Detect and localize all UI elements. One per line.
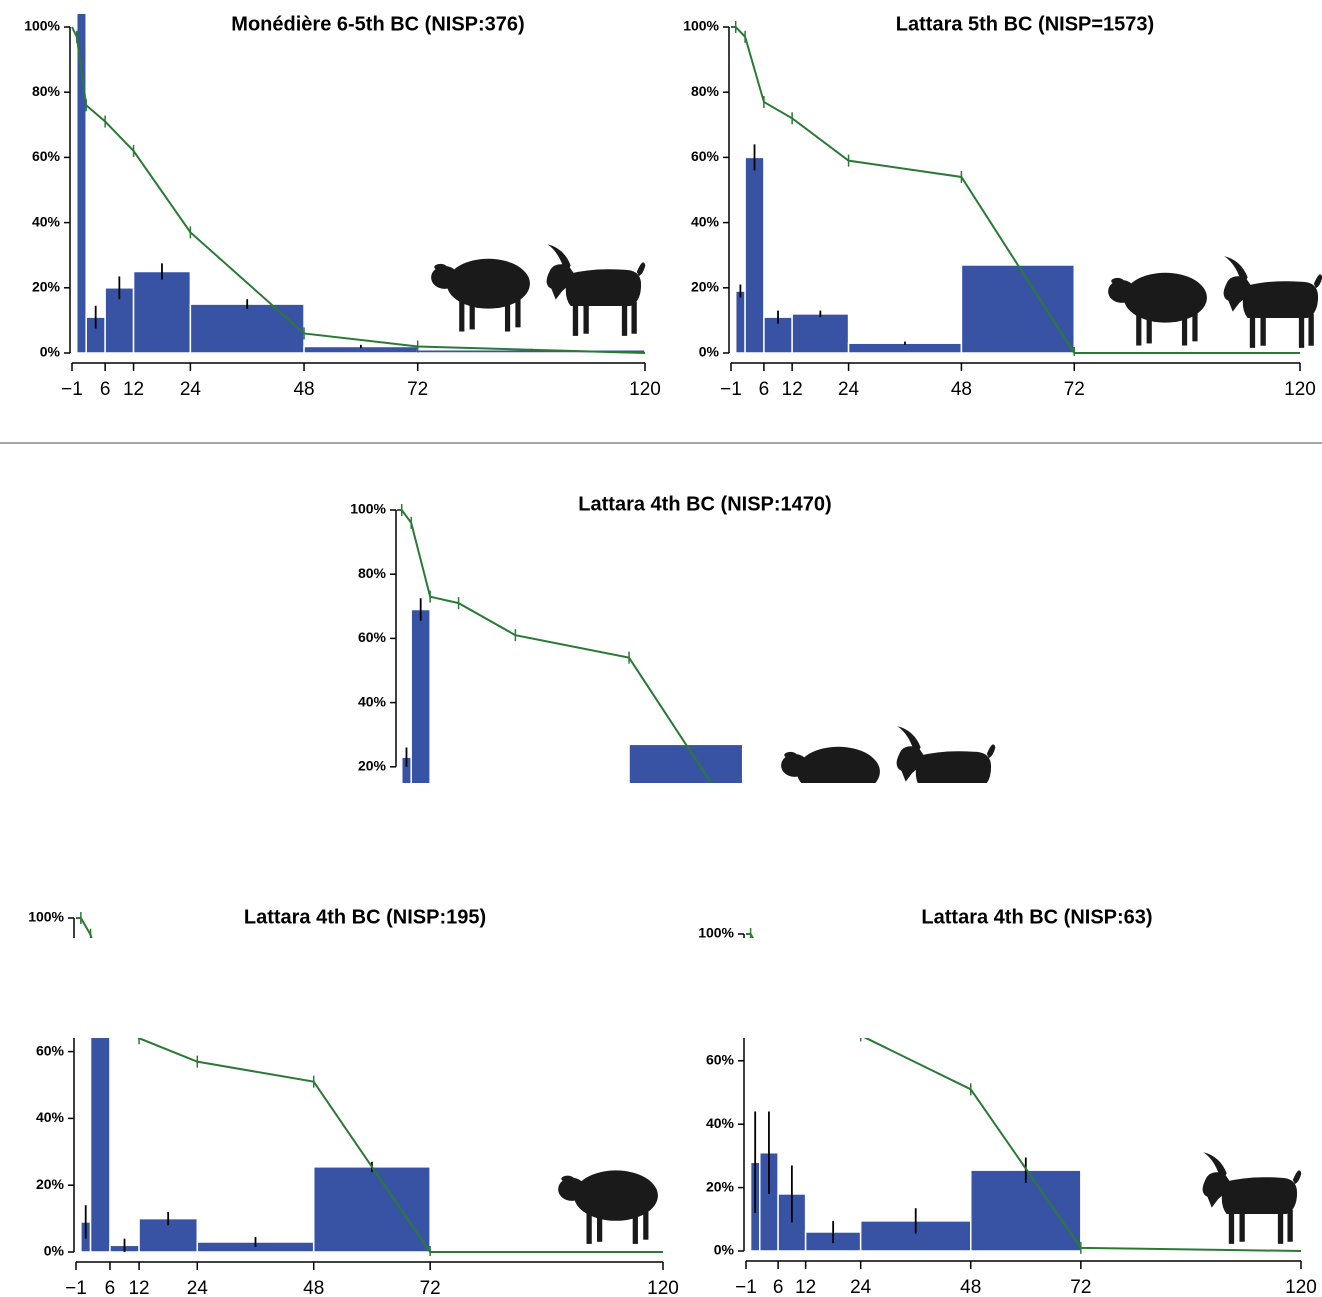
bar <box>791 313 850 354</box>
crop-mask <box>680 938 1322 1038</box>
x-tick-label: 72 <box>1064 379 1085 400</box>
y-tick-label: 60% <box>358 629 387 645</box>
x-tick-label: 24 <box>850 1277 872 1297</box>
goat-icon <box>1202 1152 1302 1244</box>
x-tick-label: 120 <box>1284 379 1316 400</box>
x-tick-label: 6 <box>105 1278 116 1297</box>
bar <box>744 156 765 354</box>
bar <box>628 743 744 783</box>
y-tick-label: 80% <box>32 83 61 99</box>
bar <box>410 608 431 783</box>
plots: Monédière 6-5th BC (NISP:376)0%20%40%60%… <box>24 13 1317 1297</box>
x-tick-label: 6 <box>100 379 111 400</box>
x-tick-label: 48 <box>951 379 972 400</box>
y-tick-label: 20% <box>706 1178 735 1194</box>
y-tick-label: 100% <box>698 925 734 941</box>
y-tick-label: 20% <box>358 758 387 774</box>
x-tick-label: 120 <box>1285 1277 1317 1297</box>
y-tick-label: 60% <box>691 148 720 164</box>
chart: Lattara 4th BC (NISP:195) 0% 20% 40% 60% 100%… <box>28 906 679 1297</box>
x-tick-label: 72 <box>1070 1277 1091 1297</box>
y-tick-label: 60% <box>32 148 61 164</box>
goat-icon <box>896 726 996 783</box>
bar <box>515 821 629 831</box>
bar <box>89 1017 111 1253</box>
x-tick-label: 24 <box>838 379 860 400</box>
y-tick-label: 40% <box>706 1115 735 1131</box>
bar <box>734 290 746 354</box>
x-tick-label: 48 <box>960 1277 981 1297</box>
bar <box>430 815 458 831</box>
x-tick-label: 48 <box>293 379 314 400</box>
y-tick-label: 80% <box>358 565 387 581</box>
crop-mask <box>30 938 680 1038</box>
x-tick-label: 48 <box>303 1278 324 1297</box>
x-tick-label: 6 <box>773 1277 784 1297</box>
y-tick-label: 100% <box>683 18 719 34</box>
x-tick-label: 12 <box>128 1278 149 1297</box>
x-tick-label: 12 <box>123 379 144 400</box>
chart: Monédière 6-5th BC (NISP:376) 0% 20% 40% 60%… <box>24 13 661 400</box>
chart-title: Monédière 6-5th BC (NISP:376) <box>231 13 524 35</box>
x-tick-label: 24 <box>180 379 202 400</box>
y-tick-label: 40% <box>691 213 720 229</box>
chart-title: Lattara 5th BC (NISP=1573) <box>896 13 1154 35</box>
plot-area <box>397 504 744 831</box>
y-tick-label: 40% <box>36 1109 65 1125</box>
bar <box>400 756 412 783</box>
x-tick-label: 72 <box>420 1278 441 1297</box>
y-tick-label: 60% <box>706 1052 735 1068</box>
y-tick-label: 0% <box>44 1243 65 1259</box>
plot-area <box>71 14 646 354</box>
x-tick-label: 72 <box>407 379 428 400</box>
bar <box>970 1169 1082 1252</box>
sheep-icon <box>558 1170 658 1244</box>
x-tick-label: −1 <box>735 1277 757 1297</box>
chart-title: Lattara 4th BC (NISP:63) <box>921 906 1152 928</box>
y-tick-label: 0% <box>699 344 720 360</box>
x-tick-label: 24 <box>187 1278 209 1297</box>
y-tick-label: 40% <box>32 213 61 229</box>
y-tick-label: 20% <box>36 1176 65 1192</box>
x-tick-label: 6 <box>759 379 770 400</box>
sheep-icon <box>781 746 880 783</box>
bar <box>312 1166 431 1253</box>
sheep-icon <box>1108 272 1207 346</box>
y-tick-label: 60% <box>36 1042 65 1058</box>
bar <box>75 14 87 354</box>
x-tick-label: −1 <box>720 379 742 400</box>
y-tick-label: 0% <box>714 1242 735 1258</box>
bar <box>189 303 305 354</box>
x-tick-label: −1 <box>65 1278 87 1297</box>
x-tick-label: 12 <box>782 379 803 400</box>
goat-icon <box>1223 256 1322 348</box>
chart: Lattara 5th BC (NISP=1573) 0% 20% 40% 60% 80%… <box>683 13 1316 400</box>
icons-cropped <box>781 726 996 783</box>
bar <box>960 264 1076 354</box>
y-tick-label: 80% <box>691 83 720 99</box>
plot-area <box>731 21 1300 356</box>
x-tick-label: −1 <box>61 379 83 400</box>
y-tick-label: 0% <box>40 344 61 360</box>
bar <box>459 799 516 831</box>
y-tick-label: 20% <box>32 279 61 295</box>
y-tick-label: 100% <box>24 18 60 34</box>
x-tick-label: 12 <box>795 1277 816 1297</box>
bar <box>132 270 192 354</box>
chart: Lattara 4th BC (NISP:1470) 20% 40% 60% 80% 10… <box>350 493 832 831</box>
chart-title: Lattara 4th BC (NISP:1470) <box>578 493 831 515</box>
goat-icon <box>546 244 646 336</box>
y-tick-label: 100% <box>350 501 386 517</box>
x-tick-label: 120 <box>629 379 661 400</box>
chart-title: Lattara 4th BC (NISP:195) <box>244 906 486 928</box>
x-tick-label: 120 <box>647 1278 679 1297</box>
sheep-icon <box>431 258 530 332</box>
y-tick-label: 20% <box>691 279 720 295</box>
y-tick-label: 100% <box>28 909 64 925</box>
y-tick-label: 40% <box>358 693 387 709</box>
